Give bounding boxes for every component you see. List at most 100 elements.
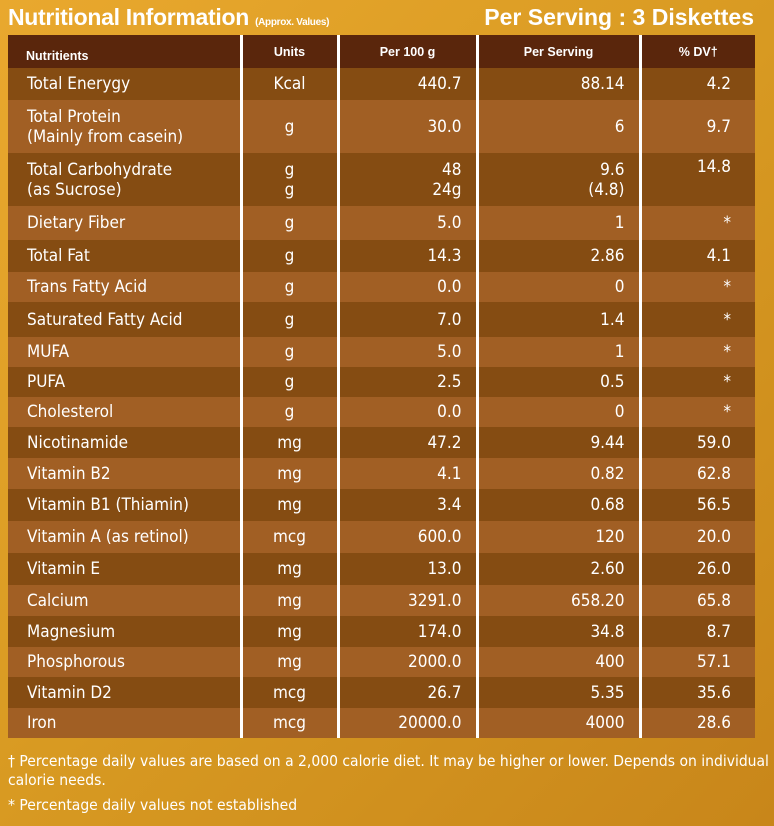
percent-dv-text: *	[723, 372, 731, 392]
percent-dv-text: 8.7	[706, 621, 731, 642]
percent-dv-text: 20.0	[696, 527, 731, 547]
per-100g: 174.0	[336, 616, 477, 647]
per-100g-text: 4.1	[437, 463, 462, 484]
unit: mg	[239, 458, 338, 489]
unit: mcg	[239, 677, 338, 708]
per-100g-text: 440.7	[417, 74, 462, 94]
per-100g: 600.0	[336, 521, 477, 553]
unit-text: Kcal	[273, 74, 306, 94]
table-row: Trans Fatty Acid g 0.0 0 *	[8, 272, 755, 302]
nutrient-name: Total Protein (Mainly from casein)	[8, 100, 241, 153]
nutrient-name: Vitamin D2	[8, 677, 241, 708]
table-row: Vitamin E mg 13.0 2.60 26.0	[8, 553, 755, 585]
per-serving: 0.68	[475, 489, 640, 521]
table-row: Total Enerygy Kcal 440.7 88.14 4.2	[8, 68, 755, 100]
unit-text: mcg	[272, 682, 307, 703]
nutrient-name-text: Cholesterol	[27, 402, 114, 422]
percent-dv-text: 56.5	[696, 495, 731, 515]
per-serving: 1.4	[475, 302, 640, 337]
per-serving: 9.6 (4.8)	[475, 153, 640, 206]
nutrient-name-text: Magnesium	[27, 621, 116, 642]
per-serving: 34.8	[475, 616, 640, 647]
table-row: Total Carbohydrate (as Sucrose) g g 48 24g 9.6…	[8, 153, 755, 206]
table-row: Total Fat g 14.3 2.86 4.1	[8, 240, 755, 272]
per-100g-text: 5.0	[437, 213, 462, 233]
footnote-dagger: † Percentage daily values are based on a…	[8, 752, 769, 789]
table-row: MUFA g 5.0 1 *	[8, 337, 755, 367]
table-row: Vitamin B1 (Thiamin) mg 3.4 0.68 56.5	[8, 489, 755, 521]
table-row: Cholesterol g 0.0 0 *	[8, 397, 755, 427]
per-serving-text: 400	[595, 652, 625, 672]
percent-dv-text: 62.8	[696, 463, 731, 484]
unit: g	[239, 240, 338, 272]
per-100g: 30.0	[336, 100, 477, 153]
percent-dv: *	[638, 337, 755, 367]
title-text: Nutritional Information	[8, 4, 249, 30]
per-100g-text: 5.0	[437, 342, 462, 362]
percent-dv: 14.8	[638, 153, 755, 206]
percent-dv-text: *	[723, 309, 731, 330]
percent-dv-text: *	[723, 277, 731, 297]
per-serving: 658.20	[475, 585, 640, 616]
per-serving: 9.44	[475, 427, 640, 458]
nutrient-name: Vitamin B2	[8, 458, 241, 489]
per-serving-text: 1	[614, 342, 625, 362]
per-100g-text: 30.0	[427, 116, 462, 137]
per-100g-text: 20000.0	[398, 713, 462, 733]
per-100g: 13.0	[336, 553, 477, 585]
percent-dv-text: 4.2	[706, 74, 731, 94]
per-serving: 2.60	[475, 553, 640, 585]
per-serving-text: 0	[614, 277, 625, 297]
unit-text: g	[284, 159, 295, 180]
unit-text: mg	[277, 590, 302, 611]
unit: g	[239, 337, 338, 367]
nutrient-name-text: Vitamin A (as retinol)	[27, 527, 189, 547]
table-row: Iron mcg 20000.0 4000 28.6	[8, 708, 755, 738]
unit: mg	[239, 427, 338, 458]
percent-dv: 59.0	[638, 427, 755, 458]
unit-text: g	[284, 179, 295, 200]
per-serving-text: 0.82	[590, 463, 625, 484]
table-row: Vitamin D2 mcg 26.7 5.35 35.6	[8, 677, 755, 708]
per-100g: 440.7	[336, 68, 477, 100]
table-header-row: Nutritients Units Per 100 g Per Serving …	[8, 35, 755, 68]
unit-text: mg	[277, 621, 302, 642]
nutrient-name: Magnesium	[8, 616, 241, 647]
nutrient-name: Total Carbohydrate (as Sucrose)	[8, 153, 241, 206]
footnotes: † Percentage daily values are based on a…	[8, 752, 774, 815]
unit-text: g	[284, 342, 295, 362]
table-row: Phosphorous mg 2000.0 400 57.1	[8, 647, 755, 677]
per-serving: 0.82	[475, 458, 640, 489]
per-serving-text: (4.8)	[588, 179, 625, 200]
nutrient-name-text: Total Enerygy	[27, 74, 131, 94]
column-header: Per Serving	[475, 35, 640, 68]
percent-dv-text: 28.6	[696, 713, 731, 733]
unit-text: g	[284, 277, 295, 297]
per-100g-text: 2.5	[437, 372, 462, 392]
per-serving-text: 5.35	[590, 682, 625, 703]
per-serving-text: 34.8	[590, 621, 625, 642]
unit-text: mg	[277, 463, 302, 484]
unit-text: mg	[277, 652, 302, 672]
percent-dv: *	[638, 206, 755, 240]
table-row: Vitamin B2 mg 4.1 0.82 62.8	[8, 458, 755, 489]
percent-dv-text: 59.0	[696, 432, 731, 453]
nutrient-name-text: Total Protein	[27, 106, 121, 127]
unit: g	[239, 302, 338, 337]
per-100g: 5.0	[336, 206, 477, 240]
unit: Kcal	[239, 68, 338, 100]
per-100g: 14.3	[336, 240, 477, 272]
nutrient-name-text: Vitamin B2	[27, 463, 111, 484]
nutrient-name: PUFA	[8, 367, 241, 397]
per-100g: 0.0	[336, 272, 477, 302]
unit: mcg	[239, 708, 338, 738]
per-100g-text: 24g	[432, 179, 462, 200]
nutrient-name: Saturated Fatty Acid	[8, 302, 241, 337]
nutrition-table: Nutritients Units Per 100 g Per Serving …	[8, 35, 755, 738]
per-serving: 4000	[475, 708, 640, 738]
per-serving: 400	[475, 647, 640, 677]
per-100g-text: 26.7	[427, 682, 462, 703]
unit-text: g	[284, 372, 295, 392]
per-serving-text: 120	[595, 527, 625, 547]
per-serving: 120	[475, 521, 640, 553]
